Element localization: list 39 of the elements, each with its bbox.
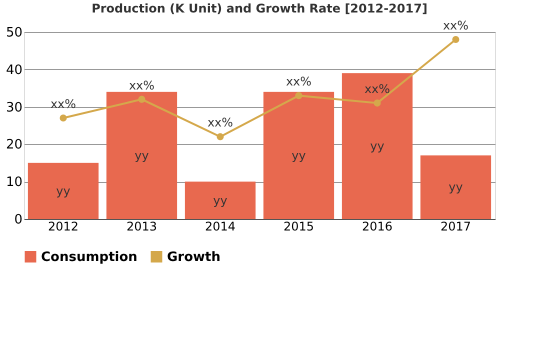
point (295, 92, 302, 100)
legend-label: Growth (167, 250, 220, 265)
data-label: xx% (207, 116, 234, 130)
data-label: yy (56, 184, 70, 198)
legend-label: Consumption (41, 250, 138, 265)
y-tick-label: 30 (6, 100, 22, 116)
x-tick-label: 2012 (48, 220, 79, 234)
y-tick-label: 0 (14, 212, 22, 228)
data-label: yy (213, 193, 228, 208)
point (216, 133, 224, 140)
chart-title: Production (K Unit) and Growth Rate [2012-2017] (92, 1, 428, 16)
point (374, 100, 381, 107)
x-tick-label: 2014 (204, 220, 236, 234)
x-tick-label: 2015 (283, 220, 314, 234)
data-label: yy (134, 148, 149, 162)
point (138, 96, 146, 103)
bar (342, 73, 413, 219)
bar (184, 182, 256, 219)
y-tick-label: 40 (6, 62, 22, 78)
y-tick-label: 10 (6, 175, 22, 190)
data-label: xx% (442, 18, 469, 32)
data-label: xx% (286, 74, 312, 89)
x-tick-label: 2013 (126, 220, 158, 234)
data-label: xx% (364, 82, 390, 96)
data-label: yy (448, 180, 463, 194)
y-tick-label: 20 (6, 138, 22, 153)
bar (263, 92, 334, 219)
data-label: xx% (128, 78, 155, 92)
point (60, 114, 67, 122)
data-label: xx% (50, 97, 76, 112)
y-tick-label: 50 (6, 26, 22, 40)
x-tick-label: 2017 (440, 220, 472, 234)
bar (420, 155, 492, 219)
data-label: yy (370, 139, 384, 154)
x-tick-label: 2016 (362, 220, 393, 234)
bar (106, 92, 178, 219)
point (452, 36, 460, 44)
data-label: yy (292, 148, 306, 162)
bar (28, 162, 99, 219)
